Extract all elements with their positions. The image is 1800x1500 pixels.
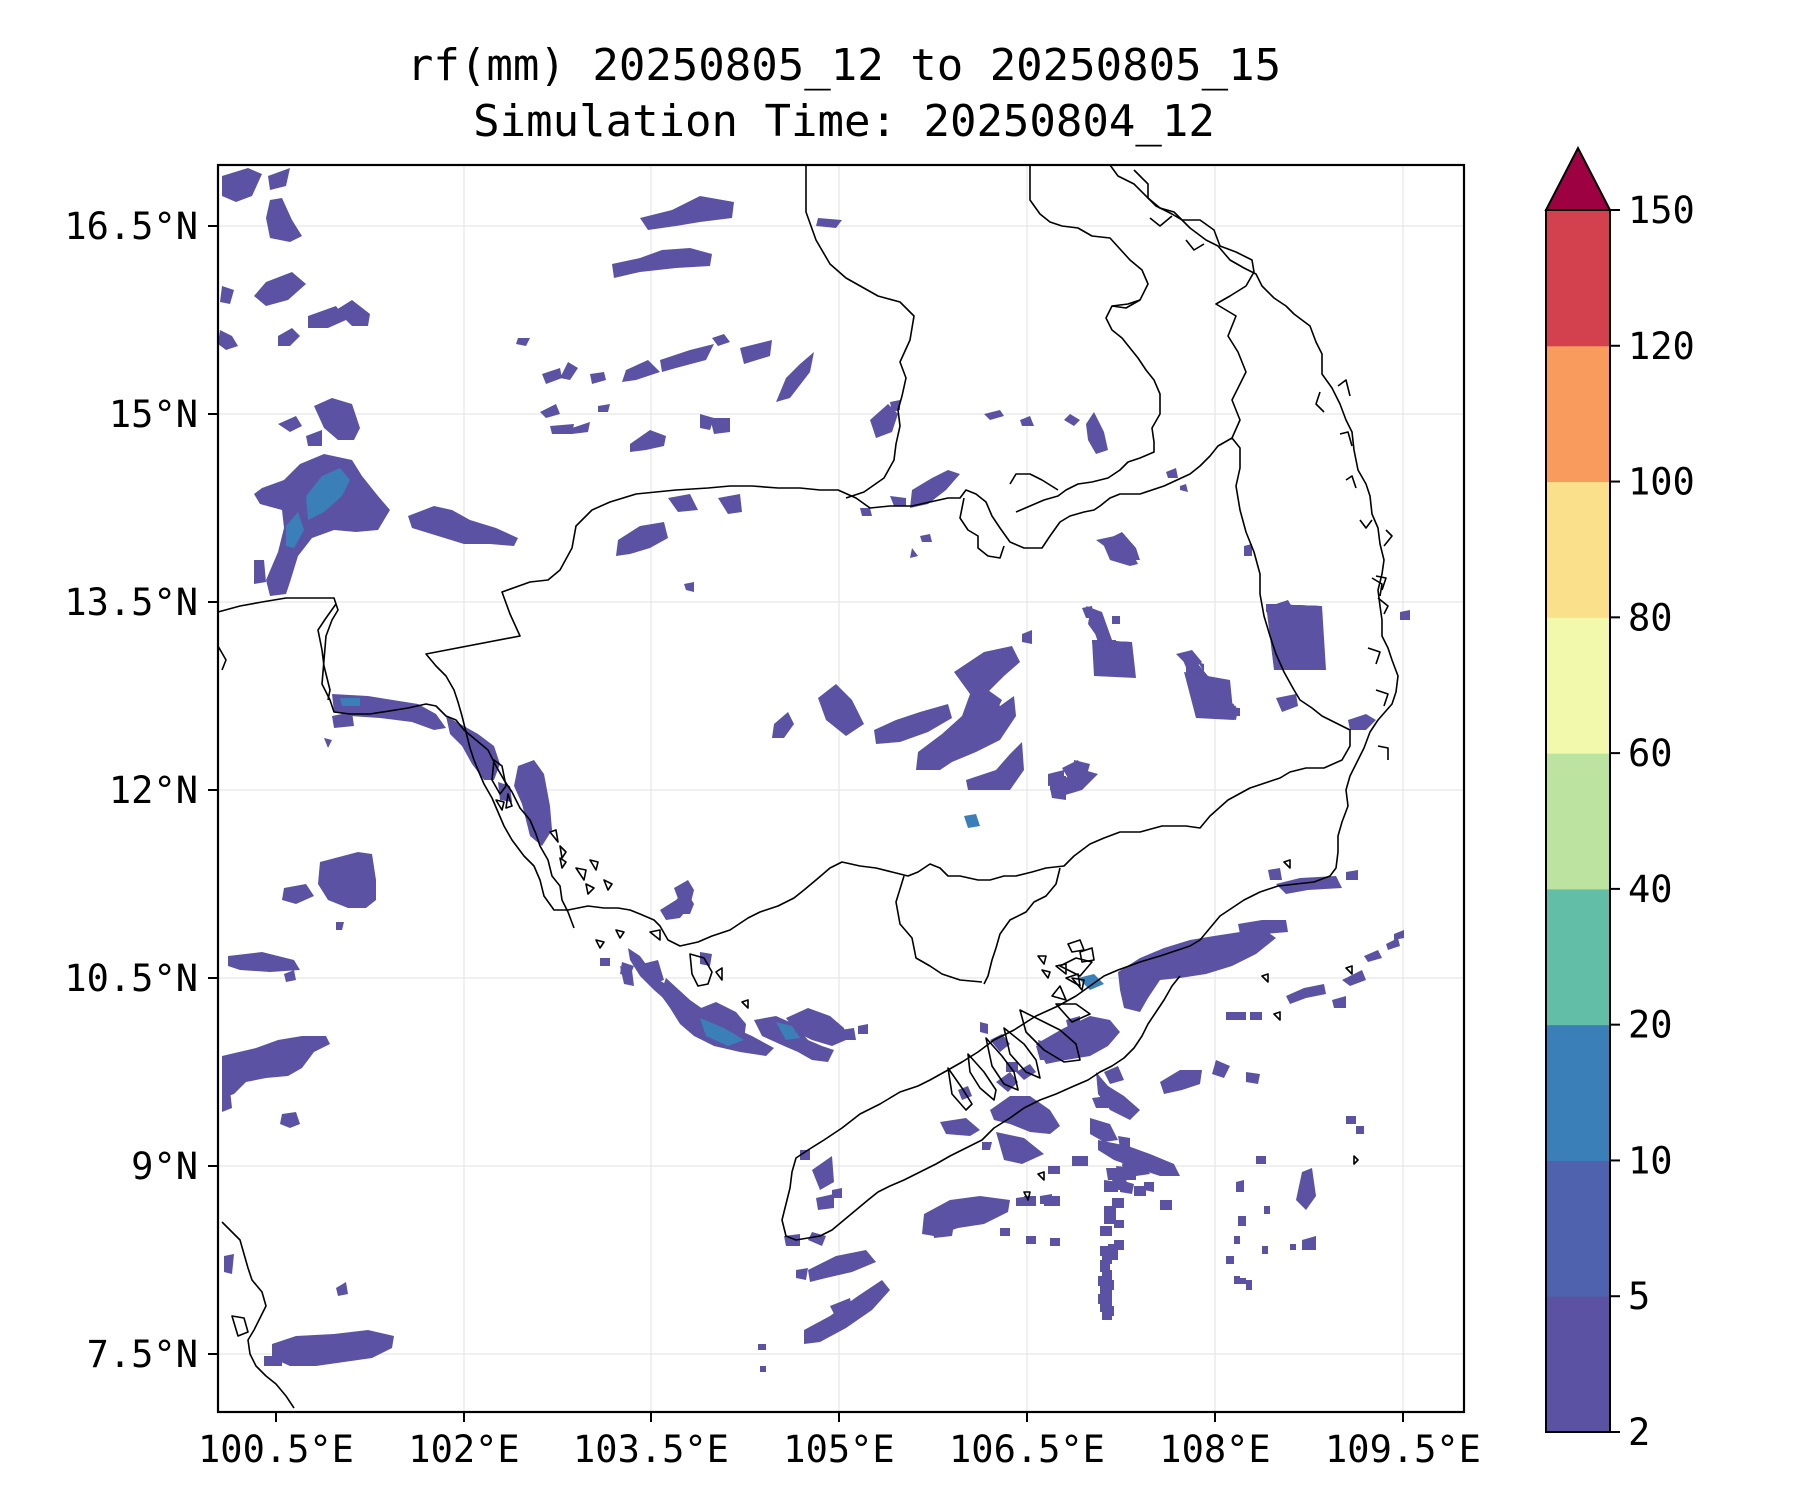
colorbar-band (1546, 1296, 1610, 1433)
coastlines-borders (217, 164, 1399, 1409)
colorbar-band (1546, 481, 1610, 618)
x-tick-label: 109.5°E (1325, 1428, 1481, 1471)
y-tick-label: 13.5°N (64, 581, 198, 624)
colorbar-band (1546, 617, 1610, 754)
title-line-1: rf(mm) 20250805_12 to 20250805_15 (407, 40, 1281, 91)
y-tick-label: 16.5°N (64, 205, 198, 248)
x-tick-label: 108°E (1159, 1428, 1270, 1471)
x-tick-label: 106.5°E (949, 1428, 1105, 1471)
colorbar-tick-label: 40 (1628, 868, 1673, 911)
x-tick-label: 102°E (408, 1428, 519, 1471)
y-tick-label: 7.5°N (87, 1333, 198, 1376)
colorbar-band (1546, 1160, 1610, 1297)
colorbar-band (1546, 753, 1610, 890)
y-tick-label: 10.5°N (64, 957, 198, 1000)
x-tick-label: 103.5°E (573, 1428, 729, 1471)
colorbar-tick-label: 100 (1628, 461, 1695, 504)
colorbar-tick-label: 2 (1628, 1411, 1650, 1454)
colorbar-band (1546, 1024, 1610, 1161)
map-frame (216, 163, 1466, 1414)
colorbar-outline (1545, 209, 1611, 1433)
colorbar-tick-label: 150 (1628, 189, 1695, 232)
rainfall-cores (286, 468, 1104, 1046)
x-tick-label: 100.5°E (198, 1428, 354, 1471)
colorbar-band (1546, 210, 1610, 347)
colorbar-tick-label: 20 (1628, 1004, 1673, 1047)
colorbar-extend-triangle (1544, 145, 1612, 211)
colorbar-tick-label: 10 (1628, 1139, 1673, 1182)
x-tick-label: 105°E (783, 1428, 894, 1471)
colorbar-tick-label: 60 (1628, 732, 1673, 775)
colorbar-tick-label: 5 (1628, 1275, 1650, 1318)
y-tick-label: 15°N (109, 393, 198, 436)
y-tick-label: 12°N (109, 769, 198, 812)
y-axis-labels: 16.5°N 15°N 13.5°N 12°N 10.5°N 9°N 7.5°N (64, 205, 198, 1376)
rainfall-patches (218, 168, 1410, 1372)
colorbar-tick-label: 120 (1628, 325, 1695, 368)
tick-marks (208, 225, 1404, 1422)
colorbar: 150 120 100 80 60 40 20 10 5 2 (1544, 145, 1695, 1454)
title-line-2: Simulation Time: 20250804_12 (473, 96, 1215, 147)
y-tick-label: 9°N (131, 1145, 198, 1188)
colorbar-tick-label: 80 (1628, 596, 1673, 639)
gridlines (218, 165, 1464, 1412)
colorbar-band (1546, 888, 1610, 1026)
colorbar-band (1546, 345, 1610, 483)
map-panel (216, 163, 1466, 1414)
x-axis-labels: 100.5°E 102°E 103.5°E 105°E 106.5°E 108°… (198, 1428, 1481, 1471)
